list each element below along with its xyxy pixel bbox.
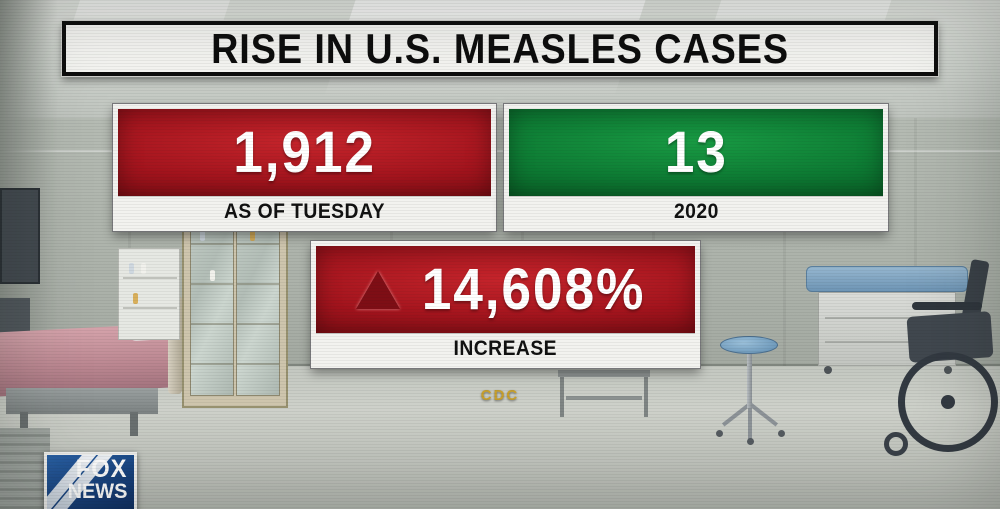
change-label: INCREASE bbox=[453, 336, 558, 360]
stool-wheel bbox=[778, 430, 785, 437]
wheelchair-armrest bbox=[912, 302, 982, 310]
wheelchair-front-wheel bbox=[884, 432, 908, 456]
change-label-strip: INCREASE bbox=[316, 333, 695, 363]
exam-stool bbox=[720, 336, 778, 354]
stool-leg bbox=[748, 406, 752, 440]
stool-wheel bbox=[747, 438, 754, 445]
logo-line-news: NEWS bbox=[67, 479, 128, 503]
table-leg bbox=[560, 377, 564, 417]
wall-rail bbox=[0, 150, 1000, 152]
bed-leg bbox=[20, 412, 28, 438]
fox-news-logo-text: FOX NEWS bbox=[66, 455, 129, 503]
baseline-value: 13 bbox=[664, 120, 728, 185]
stat-box-percent-increase: 14,608% INCREASE bbox=[311, 241, 700, 368]
floor bbox=[0, 366, 1000, 509]
caster bbox=[824, 366, 832, 374]
wheelchair-wheel bbox=[898, 352, 998, 452]
bed-frame bbox=[6, 388, 158, 414]
triangle-up-icon bbox=[356, 270, 400, 309]
fox-news-logo: FOX NEWS bbox=[44, 452, 137, 509]
supply-shelf bbox=[118, 248, 180, 340]
bed-leg bbox=[130, 412, 138, 436]
logo-line-fox: FOX bbox=[75, 455, 128, 483]
current-cases-label-strip: AS OF TUESDAY bbox=[118, 196, 491, 226]
utility-table-shelf bbox=[566, 396, 642, 400]
current-cases-value-area: 1,912 bbox=[118, 109, 491, 196]
baseline-label: 2020 bbox=[673, 199, 719, 223]
current-cases-label: AS OF TUESDAY bbox=[224, 199, 385, 223]
stool-pole bbox=[747, 352, 752, 408]
table-leg bbox=[644, 377, 648, 417]
wheelchair-hub bbox=[941, 395, 955, 409]
change-value-area: 14,608% bbox=[316, 246, 695, 333]
headline-text: RISE IN U.S. MEASLES CASES bbox=[211, 24, 789, 72]
change-value: 14,608% bbox=[421, 257, 646, 322]
baseline-label-strip: 2020 bbox=[509, 196, 883, 226]
source-attribution: CDC bbox=[480, 387, 520, 404]
utility-table bbox=[558, 370, 650, 377]
exam-table-cushion bbox=[806, 266, 968, 292]
stat-box-current-cases: 1,912 AS OF TUESDAY bbox=[113, 104, 496, 231]
stat-box-2020-cases: 13 2020 bbox=[504, 104, 888, 231]
baseline-value-area: 13 bbox=[509, 109, 883, 196]
stool-wheel bbox=[716, 430, 723, 437]
current-cases-value: 1,912 bbox=[233, 120, 376, 185]
wall-vent bbox=[0, 428, 50, 509]
headline-banner: RISE IN U.S. MEASLES CASES bbox=[62, 21, 938, 76]
wall-monitor bbox=[0, 188, 40, 284]
